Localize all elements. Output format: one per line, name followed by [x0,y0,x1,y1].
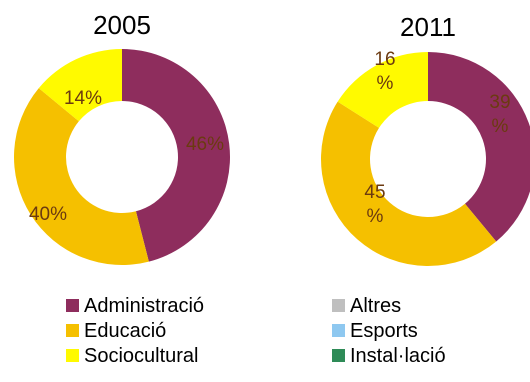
legend-label-instal-lacio: Instal·lació [350,345,446,367]
donut-slices-2011 [321,52,530,266]
slice-sociocultural-2011 [337,52,428,128]
legend-label-altres: Altres [350,295,401,317]
slice-administracio-2005 [122,49,231,262]
legend-swatch-altres [332,299,345,312]
data-label-educacio-2011: 45 [364,182,385,203]
data-label-sociocultural-2011: % [377,73,394,94]
legend: Administració Educació Sociocultural Altres… [66,295,446,367]
data-label-administracio-2011: 39 [489,92,510,113]
data-label-educacio-2011: % [367,206,384,227]
donut-slices-2005 [13,49,231,266]
legend-swatch-educacio [66,324,79,337]
chart-title-2011: 2011 [400,12,456,42]
donut-chart-2011: 2011 39% 45% 16% [321,12,530,266]
donut-labels-2011: 39% 45% 16% [364,49,510,227]
data-label-educacio-2005: 40% [29,204,67,225]
slice-sociocultural-2005 [38,49,122,122]
legend-label-esports: Esports [350,320,418,342]
legend-swatch-administracio [66,299,79,312]
data-label-sociocultural-2011: 16 [374,49,395,70]
chart-title-2005: 2005 [93,10,151,40]
data-label-administracio-2005: 46% [186,134,224,155]
slice-educacio-2011 [321,101,497,266]
legend-label-sociocultural: Sociocultural [84,345,199,367]
data-label-sociocultural-2005: 14% [64,88,102,109]
legend-label-administracio: Administració [84,295,204,317]
data-label-administracio-2011: % [492,116,509,137]
legend-label-educacio: Educació [84,320,166,342]
donut-chart-2005: 2005 46% 40% 14% [13,10,231,266]
legend-swatch-instal-lacio [332,349,345,362]
donut-labels-2005: 46% 40% 14% [29,88,224,225]
legend-swatch-esports [332,324,345,337]
slice-educacio-2005 [13,88,149,266]
legend-swatch-sociocultural [66,349,79,362]
slice-administracio-2011 [428,52,530,242]
